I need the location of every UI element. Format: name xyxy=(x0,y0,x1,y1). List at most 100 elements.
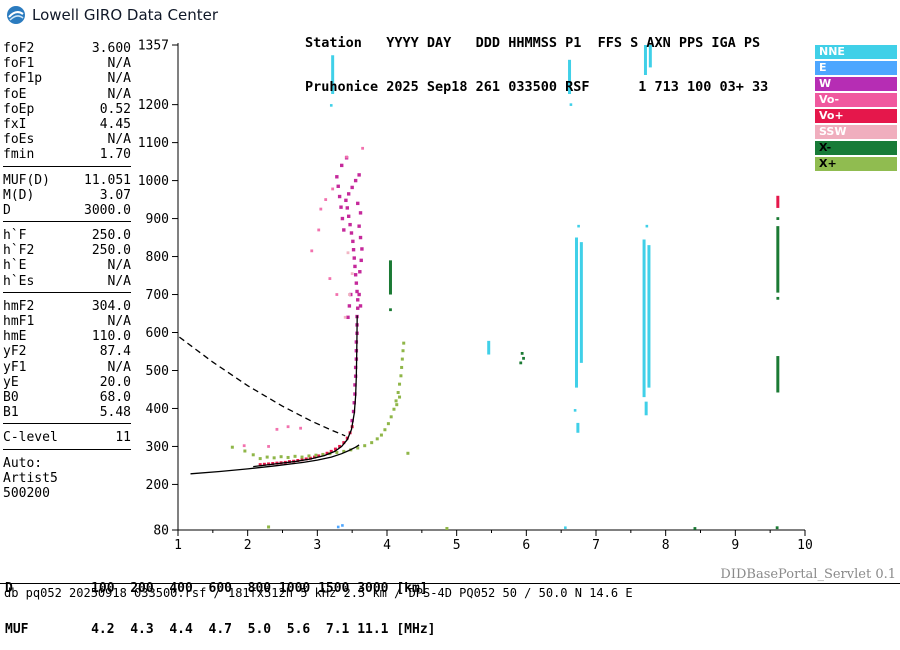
param-label: Artist5 xyxy=(3,470,58,486)
y-tick-label: 1357 xyxy=(138,39,169,54)
y-tick-label: 80 xyxy=(153,524,169,539)
param-value: N/A xyxy=(107,132,131,148)
param-value: 3.600 xyxy=(91,41,131,56)
param-row-foF1p: foF1p N/A xyxy=(3,71,131,86)
param-label: yE xyxy=(3,374,19,390)
lowell-giro-brand: Lowell GIRO Data Center xyxy=(6,5,218,25)
param-row-foEs: foEs N/A xyxy=(3,132,131,147)
distance-muf-table: D 100 200 400 600 800 1000 1500 3000 [km… xyxy=(5,555,435,650)
legend-item-ssw: SSW xyxy=(815,125,897,139)
x-tick-label: 6 xyxy=(522,538,530,553)
x-tick-label: 10 xyxy=(797,538,813,553)
muf-row: MUF 4.2 4.3 4.4 4.7 5.0 5.6 7.1 11.1 [MH… xyxy=(5,621,436,637)
param-label: hmF2 xyxy=(3,298,35,314)
param-value: N/A xyxy=(107,359,131,375)
legend-item-vo-minus: Vo- xyxy=(815,93,897,107)
param-row-hmF2: hmF2 304.0 xyxy=(3,299,131,314)
param-label: fmin xyxy=(3,147,35,163)
station-header-columns: Station YYYY DAY DDD HHMMSS P1 FFS S AXN… xyxy=(305,35,761,51)
param-group-autoscaler: Auto: Artist5 500200 xyxy=(3,456,131,505)
param-value: 11 xyxy=(115,430,131,446)
x-tick-label: 1 xyxy=(174,538,182,553)
param-group-profile: hmF2 304.0 hmF1 N/A hmE 110.0 yF2 87.4 yF1 N/… xyxy=(3,299,131,425)
param-group-muf: MUF(D) 11.051 M(D) 3.07 D 3000.0 xyxy=(3,173,131,223)
legend-item-e: E xyxy=(815,61,897,75)
param-value: N/A xyxy=(107,86,131,102)
y-tick-label: 600 xyxy=(146,326,169,341)
legend-item-vo-plus: Vo+ xyxy=(815,109,897,123)
x-tick-label: 7 xyxy=(592,538,600,553)
y-tick-label: 900 xyxy=(146,212,169,227)
param-row-yF2: yF2 87.4 xyxy=(3,344,131,359)
y-tick-label: 700 xyxy=(146,288,169,303)
legend-item-x-minus: X- xyxy=(815,141,897,155)
x-tick-label: 8 xyxy=(662,538,670,553)
param-row-B1: B1 5.48 xyxy=(3,405,131,420)
param-value: 3.07 xyxy=(99,187,131,203)
station-header: Station YYYY DAY DDD HHMMSS P1 FFS S AXN… xyxy=(305,7,768,109)
param-label: h`Es xyxy=(3,273,35,289)
param-value: 87.4 xyxy=(99,344,131,360)
param-label: MUF(D) xyxy=(3,172,50,188)
param-label: B0 xyxy=(3,389,19,405)
param-row-md: M(D) 3.07 xyxy=(3,188,131,203)
param-label: Auto: xyxy=(3,455,43,471)
param-row-yE: yE 20.0 xyxy=(3,375,131,390)
curve-profile-extrapolation xyxy=(179,336,346,437)
series-X- xyxy=(388,217,780,530)
y-tick-label: 500 xyxy=(146,364,169,379)
param-label: D xyxy=(3,202,11,218)
param-label: h`F2 xyxy=(3,243,35,259)
param-value: 3000.0 xyxy=(84,202,131,218)
y-tick-label: 300 xyxy=(146,440,169,455)
param-label: fxI xyxy=(3,116,27,132)
param-row-foEp: foEp 0.52 xyxy=(3,102,131,117)
ionogram-plot: 8020030040050060070080090010001100120013… xyxy=(138,39,813,554)
axes xyxy=(172,43,806,536)
param-value: N/A xyxy=(107,273,131,289)
param-value: 0.52 xyxy=(99,101,131,117)
param-row-auto: Auto: xyxy=(3,456,131,471)
param-label: foF1 xyxy=(3,56,35,72)
param-label: h`E xyxy=(3,258,27,274)
y-tick-label: 1000 xyxy=(138,174,169,189)
series-SSW xyxy=(343,251,354,319)
servlet-version: DIDBasePortal_Servlet 0.1 xyxy=(720,567,896,582)
param-value: 11.051 xyxy=(84,172,131,188)
param-label: hmE xyxy=(3,329,27,345)
param-value: 1.70 xyxy=(99,147,131,163)
series-E xyxy=(336,524,344,529)
param-row-foF1: foF1 N/A xyxy=(3,56,131,71)
y-tick-label: 800 xyxy=(146,250,169,265)
giro-logo xyxy=(7,6,25,24)
param-value: 4.45 xyxy=(99,116,131,132)
x-tick-label: 4 xyxy=(383,538,391,553)
param-row-mufd: MUF(D) 11.051 xyxy=(3,173,131,188)
x-tick-label: 2 xyxy=(244,538,252,553)
brand-title: Lowell GIRO Data Center xyxy=(32,6,218,24)
measurement-info-line: db pq052 20250918 033500.rsf / 181fx512h… xyxy=(4,586,633,600)
param-row-hmE: hmE 110.0 xyxy=(3,329,131,344)
param-group-confidence: C-level 11 xyxy=(3,430,131,450)
param-row-artist-version: 500200 xyxy=(3,486,131,501)
x-tick-label: 9 xyxy=(731,538,739,553)
param-row-hF: h`F 250.0 xyxy=(3,228,131,243)
param-row-artist: Artist5 xyxy=(3,471,131,486)
param-label: foF2 xyxy=(3,41,35,56)
series-W xyxy=(335,156,364,423)
param-label: h`F xyxy=(3,228,27,244)
series-X+ xyxy=(230,341,449,530)
param-value: 304.0 xyxy=(91,298,131,314)
distance-row: D 100 200 400 600 800 1000 1500 3000 [km… xyxy=(5,581,428,596)
param-group-frequencies: foF2 3.600 foF1 N/A foF1p N/A foE N/A foEp 0.… xyxy=(3,41,131,167)
curve-true-height-profile xyxy=(190,444,360,475)
param-label: M(D) xyxy=(3,187,35,203)
parameter-panel: foF2 3.600 foF1 N/A foF1p N/A foE N/A foEp 0.… xyxy=(3,41,131,510)
param-row-hF2: h`F2 250.0 xyxy=(3,243,131,258)
param-row-fmin: fmin 1.70 xyxy=(3,147,131,162)
y-tick-label: 200 xyxy=(146,478,169,493)
param-value: 110.0 xyxy=(91,329,131,345)
station-header-values: Pruhonice 2025 Sep18 261 033500 RSF 1 71… xyxy=(305,78,769,95)
y-tick-label: 1100 xyxy=(138,136,169,151)
legend-item-x-plus: X+ xyxy=(815,157,897,171)
